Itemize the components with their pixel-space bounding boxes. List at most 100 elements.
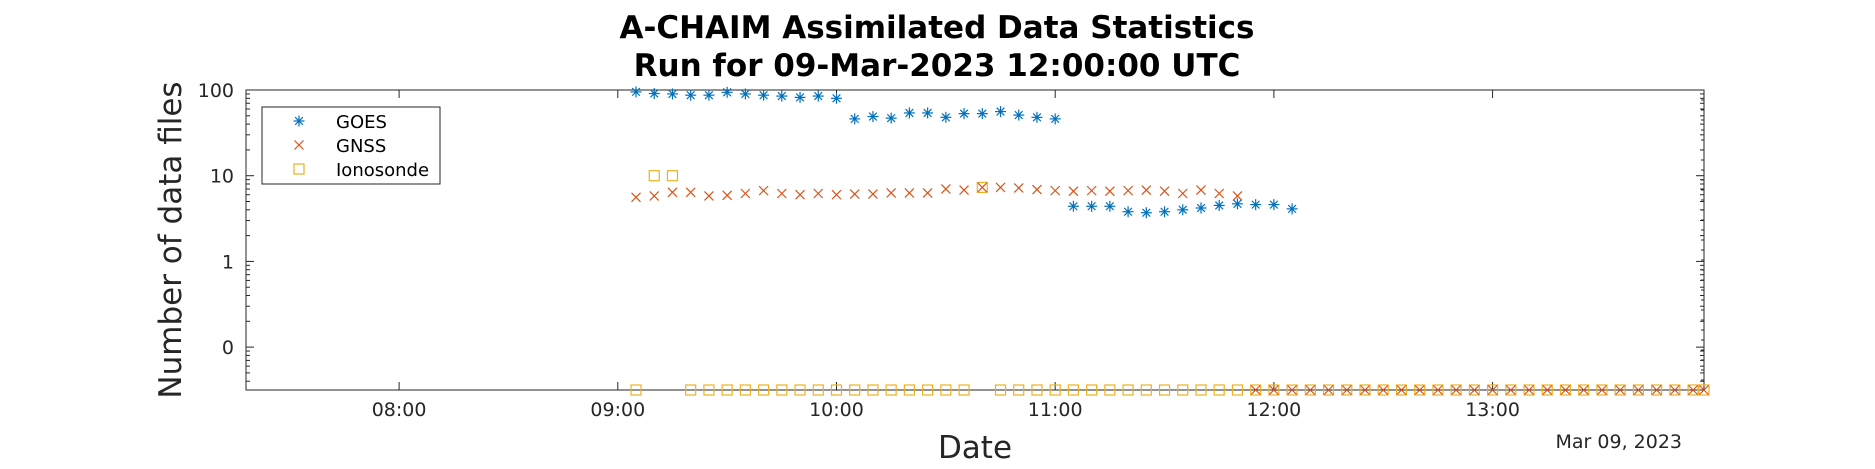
point-ionosonde xyxy=(1395,384,1408,396)
point-ionosonde xyxy=(1414,384,1426,396)
point-goes xyxy=(776,90,788,102)
point-ionosonde xyxy=(1450,384,1462,396)
point-gnss xyxy=(1013,183,1024,193)
point-gnss xyxy=(1287,385,1298,395)
point-ionosonde xyxy=(1013,384,1025,396)
point-gnss xyxy=(940,184,951,194)
point-ionosonde xyxy=(1213,384,1225,396)
point-ionosonde xyxy=(958,384,970,396)
point-ionosonde xyxy=(1177,384,1189,396)
point-gnss xyxy=(959,185,969,195)
y-axis-label: Number of data files xyxy=(153,81,189,398)
point-ionosonde xyxy=(1140,384,1152,396)
point-gnss xyxy=(1305,385,1316,395)
point-goes xyxy=(721,86,733,98)
legend: GOES GNSS Ionosonde xyxy=(261,106,441,185)
legend-label-ionosonde: Ionosonde xyxy=(336,160,429,181)
point-goes xyxy=(685,89,697,101)
point-ionosonde xyxy=(830,384,843,396)
point-gnss xyxy=(1250,385,1261,395)
point-ionosonde xyxy=(1195,384,1207,396)
point-ionosonde xyxy=(630,384,642,396)
point-ionosonde xyxy=(1698,384,1710,396)
data-marks xyxy=(630,86,1710,396)
y-tick-label: 10 xyxy=(210,166,234,188)
point-gnss xyxy=(1232,191,1243,201)
point-gnss xyxy=(631,192,641,203)
point-ionosonde xyxy=(1031,384,1043,396)
point-gnss xyxy=(1615,385,1626,395)
point-gnss xyxy=(1396,385,1407,395)
point-gnss xyxy=(904,187,915,198)
point-goes xyxy=(1031,111,1043,123)
point-gnss xyxy=(1542,385,1553,395)
point-goes xyxy=(1268,199,1280,211)
point-ionosonde xyxy=(1086,384,1098,396)
point-gnss xyxy=(1578,385,1589,395)
point-ionosonde xyxy=(1596,384,1608,396)
point-goes xyxy=(867,111,879,123)
point-gnss xyxy=(740,188,751,199)
point-goes xyxy=(1231,198,1243,210)
point-ionosonde xyxy=(1468,384,1480,396)
point-goes xyxy=(1195,202,1207,214)
x-tick-label: 11:00 xyxy=(1028,399,1083,421)
point-ionosonde xyxy=(922,384,934,396)
plot-area xyxy=(245,89,1705,391)
x-tick-label: 13:00 xyxy=(1465,399,1520,421)
point-ionosonde xyxy=(1651,384,1663,396)
point-ionosonde xyxy=(1432,384,1444,396)
point-ionosonde xyxy=(940,384,952,396)
point-gnss xyxy=(1669,385,1680,395)
point-gnss xyxy=(849,189,860,200)
legend-label-gnss: GNSS xyxy=(336,136,386,157)
point-ionosonde xyxy=(1104,384,1116,396)
point-goes xyxy=(1086,200,1098,212)
chart-title-line-2: Run for 09-Mar-2023 12:00:00 UTC xyxy=(634,48,1241,84)
x-tick-label: 08:00 xyxy=(372,399,427,421)
point-gnss xyxy=(1560,385,1571,395)
point-gnss xyxy=(886,187,897,198)
point-goes xyxy=(1049,113,1061,125)
point-gnss xyxy=(1469,385,1480,395)
point-ionosonde xyxy=(1669,384,1681,396)
point-gnss xyxy=(813,188,824,199)
point-ionosonde xyxy=(1541,384,1553,396)
point-gnss xyxy=(1123,185,1134,196)
point-goes xyxy=(940,111,952,123)
point-goes xyxy=(1140,207,1152,219)
point-gnss xyxy=(1633,385,1644,395)
point-gnss xyxy=(685,187,696,198)
point-ionosonde xyxy=(703,384,715,396)
point-goes xyxy=(1213,199,1225,211)
point-gnss xyxy=(1378,385,1389,395)
point-gnss xyxy=(1432,385,1443,395)
point-gnss xyxy=(1086,185,1097,196)
point-goes xyxy=(739,88,751,100)
point-gnss xyxy=(1341,385,1352,395)
point-ionosonde xyxy=(685,384,697,396)
legend-markers xyxy=(293,115,305,175)
point-goes xyxy=(1067,200,1079,212)
point-goes xyxy=(830,92,842,104)
point-ionosonde xyxy=(903,384,915,396)
point-gnss xyxy=(1651,385,1662,395)
point-ionosonde xyxy=(885,384,897,396)
point-ionosonde xyxy=(757,384,770,396)
point-goes xyxy=(1122,206,1134,218)
point-goes xyxy=(1013,109,1025,121)
point-ionosonde xyxy=(1632,384,1644,396)
point-gnss xyxy=(1524,385,1534,395)
point-gnss xyxy=(1068,186,1079,197)
point-ionosonde xyxy=(1687,384,1699,396)
point-goes xyxy=(666,88,678,100)
y-tick-label: 0 xyxy=(222,337,234,359)
point-goes xyxy=(703,89,715,101)
point-gnss xyxy=(1214,188,1225,199)
point-gnss xyxy=(776,188,787,199)
point-ionosonde xyxy=(648,170,660,182)
point-ionosonde xyxy=(1122,384,1134,396)
point-ionosonde xyxy=(666,170,679,182)
